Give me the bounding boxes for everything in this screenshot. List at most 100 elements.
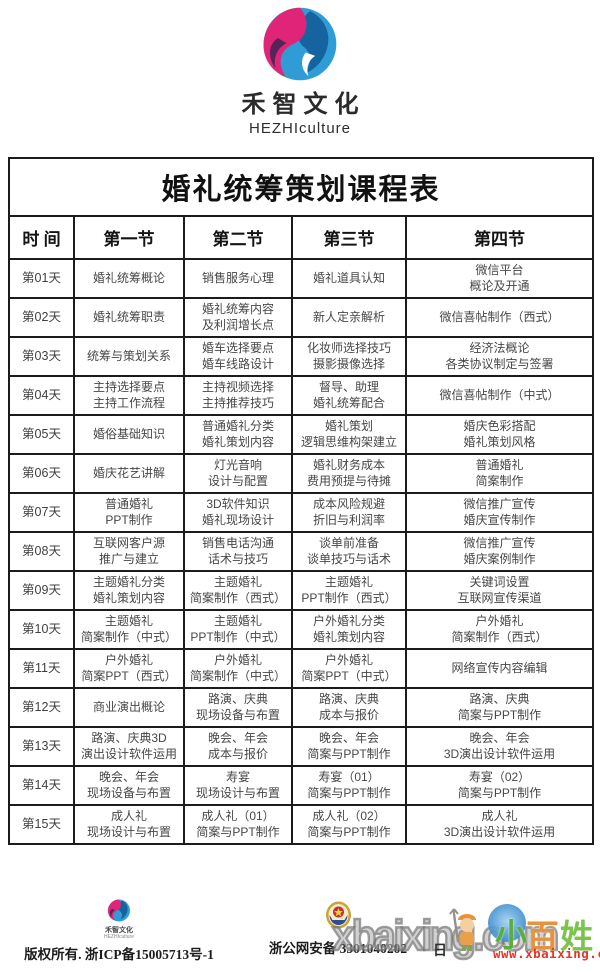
lesson-cell: 户外婚礼 简案PPT（西式） xyxy=(73,648,185,689)
lesson-line: 话术与技巧 xyxy=(207,551,268,566)
lesson-line: 设计与配置 xyxy=(207,473,268,488)
lesson-line: 费用预提与待摊 xyxy=(306,473,391,488)
lesson-cell: 主题婚礼 简案制作（西式） xyxy=(183,570,293,611)
lesson-line: 成人礼 xyxy=(481,808,518,823)
lesson-line: PPT制作（西式） xyxy=(301,590,397,605)
day-cell: 第02天 xyxy=(8,297,75,338)
lesson-line: 微信推广宣传 xyxy=(463,535,536,550)
lesson-line: 婚礼道具认知 xyxy=(312,270,385,285)
lesson-cell: 路演、庆典3D 演出设计软件运用 xyxy=(73,726,185,767)
lesson-line: 现场设备与布置 xyxy=(86,785,171,800)
lesson-line: 户外婚礼 xyxy=(324,652,373,667)
lesson-line: 婚礼统筹内容 xyxy=(201,301,274,316)
watermark: xbaixing.com 日 小 百 姓 www.xbaixing.com xyxy=(330,902,600,970)
lesson-line: 主题婚礼 xyxy=(213,574,262,589)
lesson-line: 路演、庆典 xyxy=(318,691,379,706)
day-cell: 第14天 xyxy=(8,765,75,806)
lesson-line: 主题婚礼 xyxy=(324,574,373,589)
lesson-cell: 主持选择要点 主持工作流程 xyxy=(73,375,185,416)
lesson-line: 化妆师选择技巧 xyxy=(306,340,391,355)
course-schedule-table: 婚礼统筹策划课程表 时 间第一节 第二节 第三节 第四节 第01天 婚礼统筹概论 销售服务… xyxy=(8,157,594,845)
lesson-line: 谈单前准备 xyxy=(318,535,379,550)
day-cell: 第11天 xyxy=(8,648,75,689)
lesson-cell: 主持视频选择 主持推荐技巧 xyxy=(183,375,293,416)
lesson-line: 成人礼（02） xyxy=(312,808,386,823)
lesson-cell: 婚礼统筹内容 及利润增长点 xyxy=(183,297,293,338)
lesson-cell: 成人礼 3D演出设计软件运用 xyxy=(405,804,594,845)
day-cell: 第10天 xyxy=(8,609,75,650)
lesson-line: 推广与建立 xyxy=(98,551,159,566)
day-cell: 第04天 xyxy=(8,375,75,416)
lesson-line: 成本与报价 xyxy=(207,746,268,761)
lesson-line: 婚礼策划内容 xyxy=(312,629,385,644)
lesson-cell: 成本风险规避 折旧与利润率 xyxy=(291,492,407,533)
lesson-line: 成人礼 xyxy=(110,808,147,823)
lesson-line: 路演、庆典 xyxy=(469,691,530,706)
lesson-line: 及利润增长点 xyxy=(201,317,274,332)
lesson-cell: 督导、助理 婚礼统筹配合 xyxy=(291,375,407,416)
lesson-cell: 关键词设置 互联网宣传渠道 xyxy=(405,570,594,611)
lesson-line: 现场设计与布置 xyxy=(86,824,171,839)
lesson-line: 晚会、年会 xyxy=(469,730,530,745)
lesson-cell: 婚礼统筹职责 xyxy=(73,297,185,338)
lesson-cell: 晚会、年会 现场设备与布置 xyxy=(73,765,185,806)
lesson-line: 婚礼策划风格 xyxy=(463,434,536,449)
lesson-line: 婚车选择要点 xyxy=(201,340,274,355)
lesson-line: 路演、庆典3D xyxy=(91,730,167,745)
lesson-cell: 户外婚礼 简案制作（中式） xyxy=(183,648,293,689)
table-row: 第14天 晚会、年会 现场设备与布置 寿宴 现场设计与布置 寿宴（01） 简案与PPT制作寿… xyxy=(8,765,594,806)
lesson-cell: 婚俗基础知识 xyxy=(73,414,185,455)
lesson-line: 互联网客户源 xyxy=(92,535,165,550)
watermark-badge-shape xyxy=(488,904,526,942)
lesson-line: 主持推荐技巧 xyxy=(201,395,274,410)
lesson-cell: 户外婚礼分类 婚礼策划内容 xyxy=(291,609,407,650)
lesson-line: 主持工作流程 xyxy=(92,395,165,410)
lesson-cell: 微信平台 概论及开通 xyxy=(405,258,594,299)
column-header-3: 第三节 xyxy=(291,215,407,260)
lesson-line: 婚车线路设计 xyxy=(201,356,274,371)
lesson-line: 主题婚礼 xyxy=(104,613,153,628)
lesson-cell: 普通婚礼分类 婚礼策划内容 xyxy=(183,414,293,455)
lesson-cell: 微信推广宣传 婚庆宣传制作 xyxy=(405,492,594,533)
brand-header: 禾智文化 HEZHIculture xyxy=(0,6,600,137)
table-row: 第06天 婚庆花艺讲解 灯光音响 设计与配置 婚礼财务成本 费用预提与待摊 普通婚礼 简案制作 xyxy=(8,453,594,494)
lesson-line: 婚礼统筹概论 xyxy=(92,270,165,285)
lesson-cell: 主题婚礼 PPT制作（西式） xyxy=(291,570,407,611)
lesson-cell: 婚庆花艺讲解 xyxy=(73,453,185,494)
table-row: 第10天 主题婚礼 简案制作（中式） 主题婚礼 PPT制作（中式） 户外婚礼分类 婚礼策划内… xyxy=(8,609,594,650)
lesson-line: 简案与PPT制作 xyxy=(307,824,391,839)
watermark-char-1: 小 xyxy=(495,916,528,954)
lesson-cell: 主题婚礼 PPT制作（中式） xyxy=(183,609,293,650)
copyright-text: 版权所有. 浙ICP备15005713号-1 xyxy=(24,947,214,962)
table-row: 第12天 商业演出概论 路演、庆典 现场设备与布置 路演、庆典 成本与报价 路演、庆典 简案与… xyxy=(8,687,594,728)
lesson-cell: 婚礼统筹概论 xyxy=(73,258,185,299)
lesson-cell: 主题婚礼 简案制作（中式） xyxy=(73,609,185,650)
table-row: 第04天 主持选择要点 主持工作流程 主持视频选择 主持推荐技巧 督导、助理 婚礼统筹配合微… xyxy=(8,375,594,416)
lesson-line: 路演、庆典 xyxy=(207,691,268,706)
lesson-line: 现场设备与布置 xyxy=(195,707,280,722)
lesson-line: 婚礼现场设计 xyxy=(201,512,274,527)
column-header-4: 第四节 xyxy=(405,215,594,260)
table-row: 第03天 统筹与策划关系 婚车选择要点 婚车线路设计 化妆师选择技巧 摄影摄像选择 经济法概… xyxy=(8,336,594,377)
lesson-cell: 路演、庆典 简案与PPT制作 xyxy=(405,687,594,728)
lesson-cell: 成人礼 现场设计与布置 xyxy=(73,804,185,845)
day-cell: 第13天 xyxy=(8,726,75,767)
footer-security-block: 浙公网安备 3301040202 xyxy=(243,901,433,957)
lesson-line: 统筹与策划关系 xyxy=(86,348,171,363)
lesson-cell: 3D软件知识 婚礼现场设计 xyxy=(183,492,293,533)
table-row: 第07天 普通婚礼 PPT制作 3D软件知识 婚礼现场设计 成本风险规避 折旧与利润率 微信推… xyxy=(8,492,594,533)
lesson-line: 简案与PPT制作 xyxy=(457,707,542,722)
lesson-line: 婚礼财务成本 xyxy=(312,457,385,472)
lesson-line: 婚礼策划内容 xyxy=(201,434,274,449)
lesson-line: 晚会、年会 xyxy=(207,730,268,745)
lesson-line: 摄影摄像选择 xyxy=(312,356,385,371)
day-cell: 第01天 xyxy=(8,258,75,299)
lesson-line: 简案制作 xyxy=(475,473,524,488)
lesson-cell: 成人礼（02） 简案与PPT制作 xyxy=(291,804,407,845)
table-header-row: 时 间第一节 第二节 第三节 第四节 xyxy=(8,215,594,260)
hezhi-mini-logo-icon xyxy=(107,899,130,922)
lesson-cell: 销售服务心理 xyxy=(183,258,293,299)
lesson-line: 婚庆色彩搭配 xyxy=(463,418,536,433)
lesson-line: PPT制作 xyxy=(105,512,153,527)
